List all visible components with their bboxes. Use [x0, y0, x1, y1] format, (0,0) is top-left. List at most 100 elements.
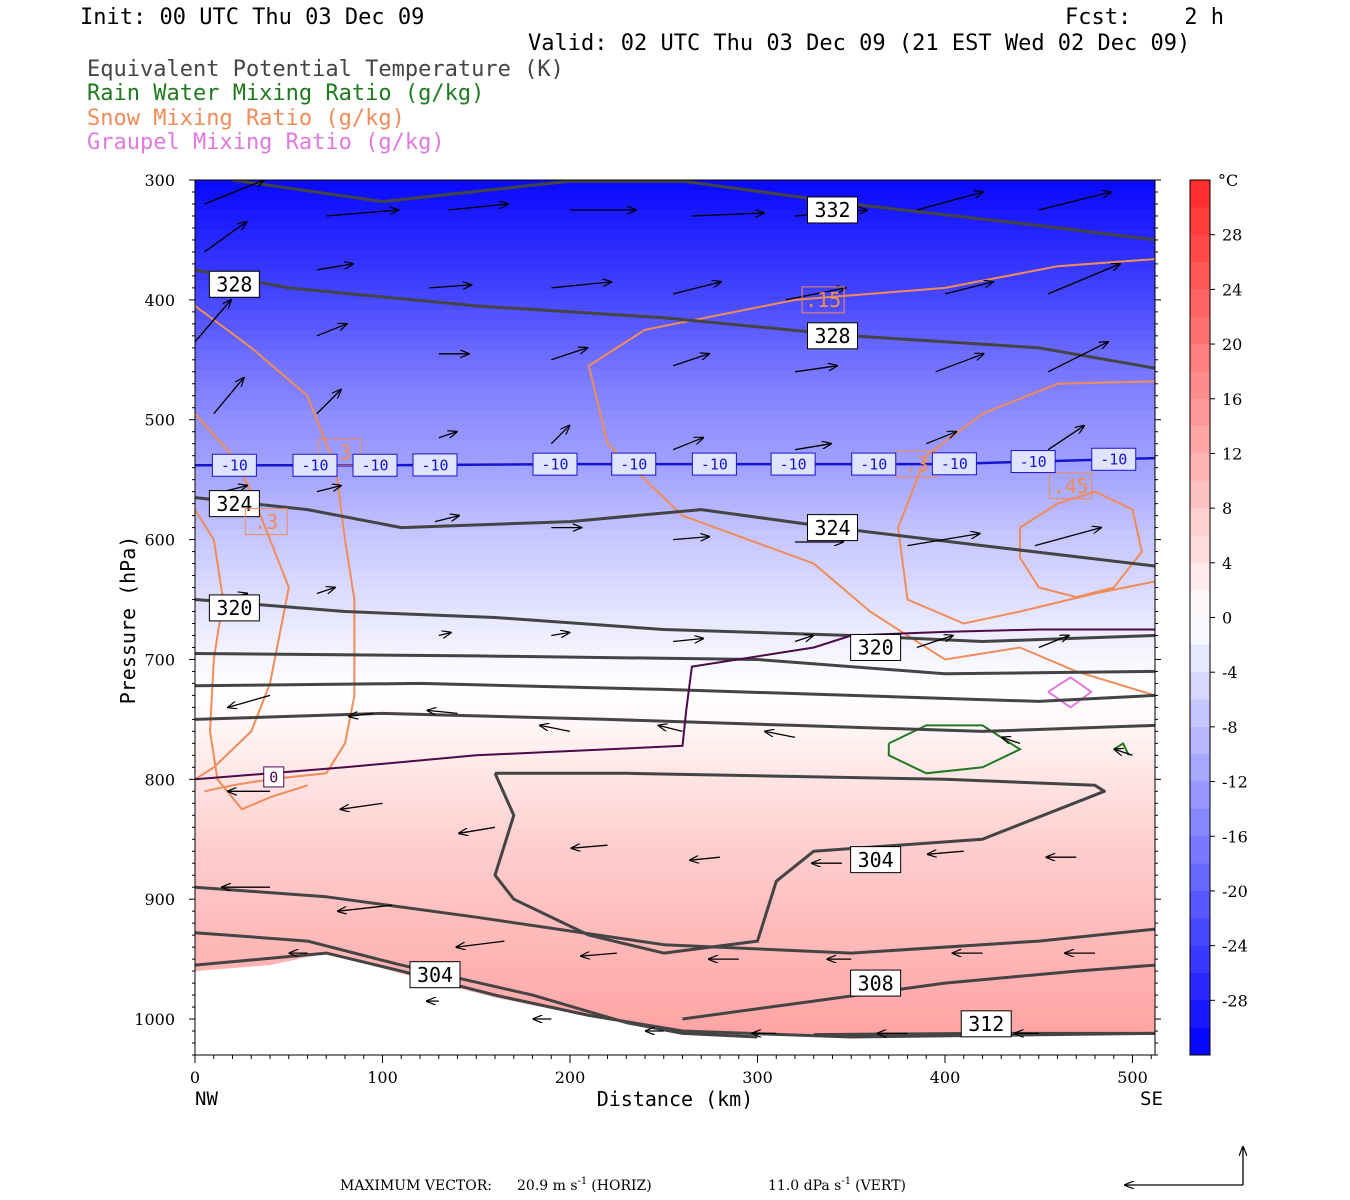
y-tick-label: 700 [144, 650, 175, 669]
temperature-band [195, 649, 1155, 661]
isotherm-label: -10 [421, 456, 448, 474]
isotherm-label: -10 [701, 455, 728, 473]
temperature-band [195, 859, 1155, 870]
theta-e-contour [195, 496, 1155, 568]
axes: 300 400 500 600 700 800 900 1000 0 100 200 300 400 50… [134, 171, 1161, 1087]
wind-vector [1115, 749, 1133, 755]
colorbar-swatch [1190, 1000, 1210, 1029]
wind-vector [213, 378, 244, 415]
temperature-band [195, 509, 1155, 521]
temperature-band [195, 579, 1155, 591]
x-axis-title: Distance (km) [597, 1087, 754, 1111]
legend-snow: Snow Mixing Ratio (g/kg) [87, 106, 405, 131]
wind-vector [659, 725, 683, 733]
wind-vector [438, 633, 451, 636]
theta-e-label: 312 [968, 1012, 1004, 1036]
isotherm-label-box [352, 453, 398, 477]
theta-e-label: 304 [417, 963, 453, 987]
wind-vector [204, 222, 246, 253]
colorbar-tick-label: -28 [1222, 991, 1248, 1010]
max-vector-vert: 11.0 dPa s-1 (VERT) [768, 1176, 906, 1194]
temperature-band [195, 210, 1155, 221]
x-tick-label: 0 [190, 1068, 200, 1087]
temperature-band [195, 479, 1155, 491]
theta-e-label: 304 [858, 848, 894, 872]
temperature-band [195, 319, 1155, 331]
wind-vector [672, 438, 703, 451]
y-tick-label: 500 [144, 411, 175, 430]
temperature-band [195, 869, 1155, 880]
isotherm-label-box [931, 452, 977, 476]
temperature-band [195, 409, 1155, 421]
y-tick-label: 1000 [134, 1010, 175, 1029]
temperature-band [195, 999, 1155, 1010]
theta-e-contour [195, 268, 1155, 370]
temperature-band [195, 799, 1155, 810]
theta-e-contour [493, 771, 1106, 955]
theta-e-label-box [807, 514, 858, 542]
temperature-band [195, 619, 1155, 631]
wind-vector [926, 432, 956, 445]
x-tick-label: 300 [742, 1068, 773, 1087]
y-tick-label: 800 [144, 770, 175, 789]
colorbar-swatch [1190, 890, 1210, 919]
temperature-band [195, 339, 1155, 351]
isotherm-label: -10 [361, 457, 388, 475]
wind-vector [794, 366, 837, 373]
snow-contour [897, 380, 1155, 625]
temperature-band [195, 329, 1155, 341]
y-axis-title: Pressure (hPa) [116, 536, 140, 705]
theta-e-label: 320 [216, 596, 252, 620]
snow-contour [195, 509, 308, 811]
temperature-band [195, 419, 1155, 431]
temperature-band [195, 539, 1155, 551]
temperature-band [195, 959, 1155, 970]
temperature-band [195, 709, 1155, 720]
wind-vector [438, 432, 457, 438]
colorbar-swatch [1190, 262, 1210, 290]
wind-vector [550, 426, 569, 445]
colorbar-tick-label: 16 [1222, 390, 1242, 409]
y-tick-label: 400 [144, 291, 175, 310]
wind-vector [551, 633, 569, 636]
y-tick-label: 300 [144, 171, 175, 190]
colorbar-swatch [1190, 453, 1210, 482]
temperature-band [195, 1019, 1155, 1026]
colorbar-swatch [1190, 644, 1210, 673]
colorbar-tick-label: 0 [1222, 609, 1232, 628]
theta-e-contour [682, 963, 1155, 1021]
wind-vector [794, 636, 813, 642]
temperature-band [195, 929, 1155, 940]
colorbar-swatch [1190, 836, 1210, 865]
colorbar-swatch [1190, 1027, 1210, 1056]
wind-vector [673, 537, 709, 540]
colorbar-swatch [1190, 371, 1210, 400]
snow-label: .3 [254, 510, 278, 534]
temperature-band [195, 239, 1155, 251]
wind-vector [448, 204, 508, 211]
temperature-band [195, 819, 1155, 830]
wind-vectors [195, 180, 1133, 1033]
colorbar-swatch [1190, 508, 1210, 536]
snow-label: .15 [805, 288, 841, 312]
wind-vector [456, 940, 505, 947]
wind-vector [540, 725, 571, 733]
theta-e-contour [195, 885, 1155, 955]
wind-vector [316, 264, 353, 271]
temperature-band [195, 379, 1155, 391]
temperature-band [195, 499, 1155, 511]
isotherm-label: -10 [221, 457, 248, 475]
wind-vector [326, 210, 398, 217]
colorbar-swatch [1190, 945, 1210, 974]
temperature-band [195, 679, 1155, 690]
temperature-band [195, 529, 1155, 541]
x-end-label-right: SE [1140, 1088, 1163, 1110]
colorbar-tick-label: -4 [1222, 663, 1238, 682]
theta-e-contour [195, 931, 758, 1039]
snow-contour [587, 258, 1155, 697]
theta-e-contour [232, 180, 1155, 242]
temperature-band [195, 659, 1155, 671]
graupel-contour [1047, 676, 1094, 709]
theta-e-label: 308 [858, 971, 894, 995]
temperature-band [195, 180, 1155, 191]
